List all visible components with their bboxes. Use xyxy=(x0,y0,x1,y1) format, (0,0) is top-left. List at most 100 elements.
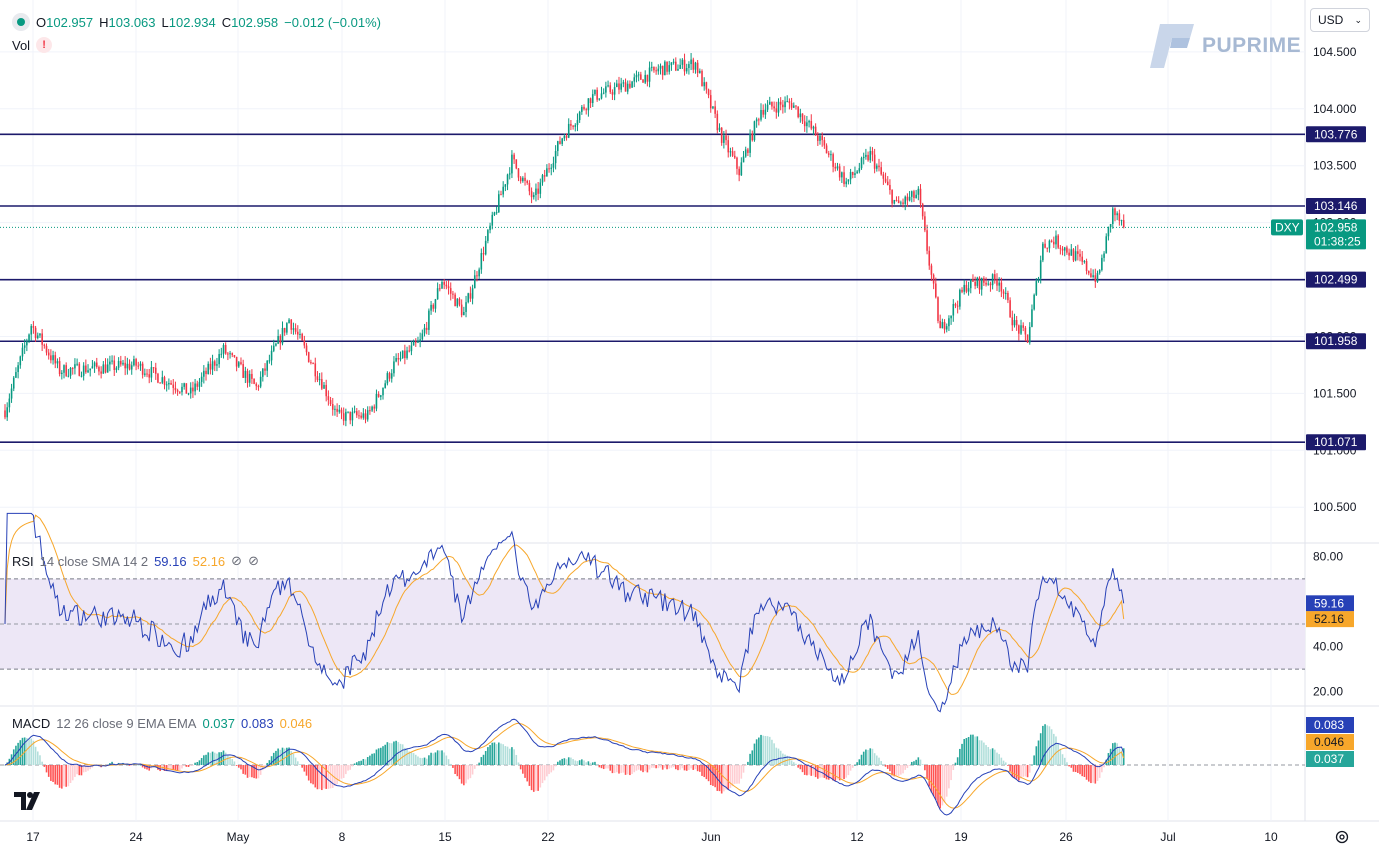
candle-body xyxy=(723,135,725,143)
macd-hist-bar xyxy=(1000,757,1003,765)
eye-off-icon[interactable]: ⊘ xyxy=(231,553,243,568)
macd-hist-bar xyxy=(600,765,603,769)
rsi-sma-badge xyxy=(1306,611,1354,628)
candle-body xyxy=(307,352,310,363)
candle-body xyxy=(1083,261,1086,263)
macd-hist-bar xyxy=(268,760,271,765)
macd-hist-bar xyxy=(539,765,542,788)
candle-body xyxy=(338,409,341,412)
macd-hist-bar xyxy=(635,765,638,771)
candles-group xyxy=(4,53,1125,427)
candle-body xyxy=(203,370,205,377)
macd-hist-bar xyxy=(1079,765,1081,775)
macd-hist-bar xyxy=(664,765,666,768)
candle-body xyxy=(6,407,8,418)
candle-body xyxy=(854,173,856,176)
macd-hist-bar xyxy=(782,753,784,765)
candle-body xyxy=(1009,300,1011,318)
visibility-icon[interactable] xyxy=(12,13,30,31)
macd-hist-bar xyxy=(541,765,544,784)
macd-hist-bar xyxy=(880,760,882,765)
level-badge xyxy=(1306,126,1366,143)
macd-hist-bar xyxy=(858,759,861,765)
macd-hist-bar xyxy=(583,760,585,765)
macd-hist-bar xyxy=(557,761,559,765)
macd-hist-bar xyxy=(998,754,1000,765)
candle-body xyxy=(524,177,526,181)
macd-hist-bar xyxy=(41,761,43,765)
candle-body xyxy=(504,184,507,187)
macd-hist-bar xyxy=(157,765,159,770)
macd-hist-bar xyxy=(674,765,677,770)
macd-hist-bar xyxy=(279,749,282,765)
currency-select[interactable]: USD ⌄ xyxy=(1310,8,1370,32)
macd-signal-badge xyxy=(1306,734,1354,750)
macd-hist-bar xyxy=(871,748,874,765)
macd-hist-bar xyxy=(565,759,568,765)
candle-body xyxy=(478,269,480,277)
gear-icon[interactable] xyxy=(1334,829,1350,845)
candle-body xyxy=(292,328,295,330)
macd-hist-bar xyxy=(996,752,998,765)
rsi-line xyxy=(4,512,1125,713)
macd-hist-bar xyxy=(535,765,537,791)
candle-body xyxy=(661,65,664,76)
eye-off-icon[interactable]: ⊘ xyxy=(248,553,259,568)
candle-body xyxy=(991,274,994,286)
macd-hist-bar xyxy=(78,765,81,776)
macd-hist-bar xyxy=(980,740,983,765)
candle-body xyxy=(1024,327,1027,335)
candle-body xyxy=(1057,235,1059,248)
candle-body xyxy=(47,352,50,356)
candle-body xyxy=(790,102,793,108)
macd-hist-bar xyxy=(768,736,771,765)
candle-body xyxy=(373,406,376,409)
candle-body xyxy=(301,333,303,341)
candle-body xyxy=(414,341,417,343)
time-axis-label: 15 xyxy=(438,830,452,844)
macd-hist-bar xyxy=(183,765,185,766)
candle-body xyxy=(786,101,789,103)
macd-hist-bar xyxy=(1024,765,1027,777)
rsi-value-badge-label: 59.16 xyxy=(1314,596,1344,610)
high-label: H xyxy=(99,14,109,30)
time-axis-label: 24 xyxy=(129,830,143,844)
macd-hist-bar xyxy=(889,765,891,772)
candle-body xyxy=(76,363,78,365)
macd-label[interactable]: MACD xyxy=(12,716,51,731)
warning-icon[interactable]: ! xyxy=(36,37,53,53)
rsi-tick-label: 20.00 xyxy=(1313,685,1343,699)
macd-hist-bar xyxy=(801,765,804,773)
level-badge xyxy=(1306,333,1366,350)
macd-hist-bar xyxy=(257,765,260,779)
candle-body xyxy=(819,135,821,141)
candle-body xyxy=(91,366,94,369)
macd-hist-bar xyxy=(397,742,400,765)
candle-body xyxy=(423,327,426,334)
candle-body xyxy=(648,67,651,82)
candle-body xyxy=(760,109,762,120)
rsi-label[interactable]: RSI xyxy=(12,553,34,569)
candle-body xyxy=(452,293,454,295)
macd-hist-bar xyxy=(611,765,614,774)
volume-label[interactable]: Vol xyxy=(12,37,31,53)
candle-body xyxy=(554,151,557,164)
macd-hist-bar xyxy=(89,765,92,770)
macd-hist-bar xyxy=(729,765,732,788)
candle-body xyxy=(679,64,681,69)
macd-hist-bar xyxy=(515,754,518,765)
macd-hist-bar xyxy=(447,759,450,765)
macd-hist-bar xyxy=(290,751,293,765)
level-badge xyxy=(1306,271,1366,288)
candle-body xyxy=(384,383,386,388)
macd-hist-bar xyxy=(209,752,212,765)
candle-body xyxy=(487,230,489,241)
candle-body xyxy=(1120,220,1123,222)
macd-hist-bar xyxy=(1081,765,1084,777)
macd-hist-bar xyxy=(808,765,810,775)
candle-body xyxy=(1101,257,1103,271)
macd-hist-bar xyxy=(546,765,548,777)
macd-hist-bar xyxy=(456,765,459,777)
macd-hist-bar xyxy=(725,765,727,790)
